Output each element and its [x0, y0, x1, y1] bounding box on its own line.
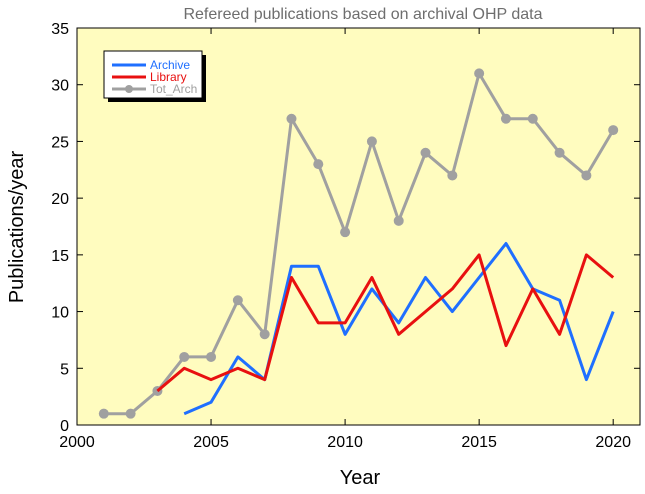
data-point	[608, 125, 619, 136]
data-point	[286, 113, 297, 124]
y-tick-label: 0	[60, 418, 69, 435]
data-point	[206, 351, 217, 362]
data-point	[98, 408, 109, 419]
legend-label: Archive	[150, 58, 190, 72]
y-tick-label: 25	[51, 134, 69, 151]
data-point	[420, 147, 431, 158]
x-axis-title: Year	[340, 467, 381, 489]
data-point	[527, 113, 538, 124]
legend-marker	[125, 85, 133, 93]
data-point	[366, 136, 377, 147]
x-tick-label: 2000	[59, 434, 95, 451]
legend-label: Tot_Arch	[150, 82, 197, 96]
data-point	[447, 170, 458, 181]
x-tick-label: 2010	[327, 434, 363, 451]
series-tot-arch	[98, 68, 619, 419]
series-line	[156, 253, 615, 393]
legend-label: Library	[150, 70, 187, 84]
chart-title: Refereed publications based on archival …	[183, 6, 542, 23]
y-tick-label: 5	[60, 361, 69, 378]
data-point	[125, 408, 136, 419]
x-tick-label: 2015	[461, 434, 497, 451]
legend-box	[103, 50, 203, 99]
series-archive	[183, 242, 615, 416]
data-point	[554, 147, 565, 158]
y-tick-label: 30	[51, 78, 69, 95]
y-tick-label: 10	[51, 305, 69, 322]
x-tick-label: 2005	[193, 434, 229, 451]
data-point	[340, 227, 351, 238]
data-point	[581, 170, 592, 181]
data-point	[259, 329, 270, 340]
series-library	[156, 253, 615, 393]
y-tick-label: 35	[51, 21, 69, 38]
data-point	[232, 295, 243, 306]
series-line	[183, 242, 615, 416]
y-axis-title: Publications/year	[6, 151, 28, 304]
data-point	[500, 113, 511, 124]
data-point	[474, 68, 485, 79]
axis-ticks: 2000 2005 2010 2015 2020 0 5 10 15 20 25 30 35	[51, 21, 640, 451]
data-point	[313, 159, 324, 170]
x-tick-label: 2020	[595, 434, 631, 451]
data-point	[179, 351, 190, 362]
y-tick-label: 15	[51, 248, 69, 265]
data-point	[393, 215, 404, 226]
series-layer	[98, 68, 619, 419]
y-tick-label: 20	[51, 191, 69, 208]
